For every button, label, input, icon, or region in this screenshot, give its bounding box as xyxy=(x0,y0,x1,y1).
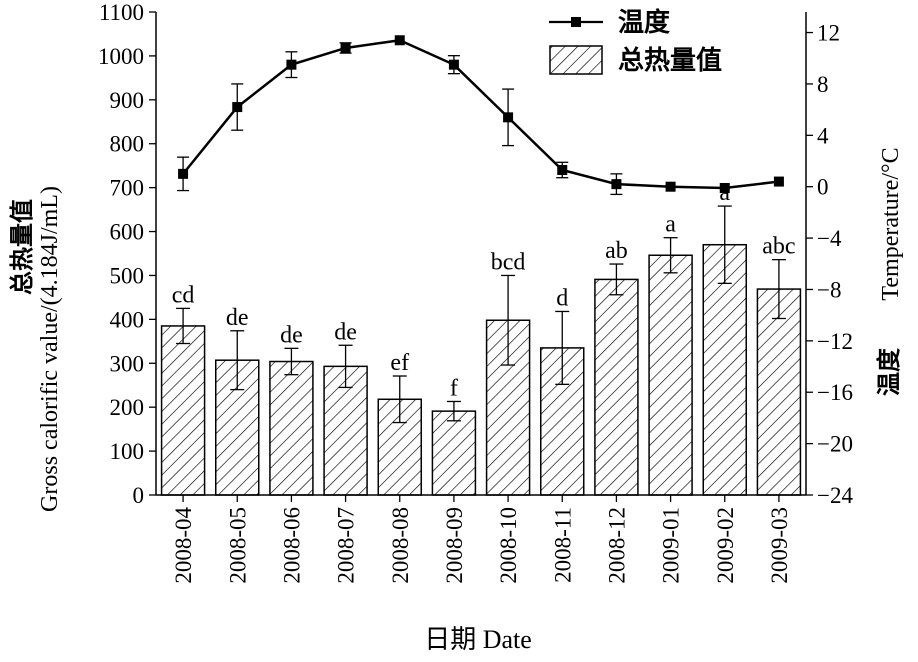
temperature-point xyxy=(232,102,243,113)
significance-label: cd xyxy=(172,282,195,308)
temperature-point xyxy=(611,179,622,190)
x-tick-label: 2009-01 xyxy=(659,507,684,584)
x-tick-label: 2008-09 xyxy=(442,507,467,584)
bar xyxy=(269,360,314,496)
temperature-point xyxy=(340,42,351,53)
y-right-tick-label: −4 xyxy=(817,226,842,251)
line-layer xyxy=(177,35,784,196)
y-left-tick-label: 700 xyxy=(110,176,145,201)
x-axis-title: 日期 Date xyxy=(424,625,532,654)
bar xyxy=(756,288,802,496)
y-left-tick-label: 500 xyxy=(110,263,145,288)
x-tick-label: 2008-04 xyxy=(171,507,196,584)
temperature-point xyxy=(719,182,730,193)
temperature-point xyxy=(394,35,405,46)
temperature-point xyxy=(286,59,297,70)
significance-label: ef xyxy=(390,350,409,376)
significance-label: de xyxy=(280,322,303,348)
y-right-tick-label: 4 xyxy=(817,123,829,148)
bar xyxy=(648,254,693,496)
x-tick-label: 2008-06 xyxy=(279,507,304,584)
y-right-tick-label: 12 xyxy=(817,21,840,46)
significance-label: a xyxy=(665,212,676,238)
significance-label: de xyxy=(334,319,357,345)
legend-temperature-label: 温度 xyxy=(618,7,670,37)
legend: 温度 总热量值 xyxy=(549,7,722,75)
y-right-axis-title-cn: 温度 xyxy=(875,347,903,396)
significance-label: ab xyxy=(605,238,628,264)
y-right-tick-label: −16 xyxy=(817,380,853,405)
temperature-line xyxy=(182,38,780,190)
legend-calorific-label: 总热量值 xyxy=(618,46,722,75)
y-left-axis-title-cn: 总热量值 xyxy=(8,199,36,295)
bar xyxy=(160,325,206,496)
y-right-tick-label: −20 xyxy=(817,432,853,457)
y-left-tick-label: 200 xyxy=(110,395,145,420)
bar xyxy=(431,410,477,496)
y-right-tick-label: 8 xyxy=(817,72,829,97)
y-left-tick-label: 1100 xyxy=(99,0,144,25)
legend-bar-swatch xyxy=(549,45,603,75)
y-right-axis-title-en: Temperature/°C xyxy=(878,147,904,300)
x-tick-label: 2009-03 xyxy=(767,507,792,584)
x-tick-label: 2008-08 xyxy=(388,507,413,584)
y-left-tick-label: 1000 xyxy=(98,44,144,69)
axes-layer: 0 100 200 300 400 500 600 700 800 900 1000 1100 −24 −… xyxy=(98,0,853,584)
bars-layer: cd de de de ef f bcd d ab a a abc xyxy=(160,180,802,496)
y-left-tick-label: 100 xyxy=(110,439,145,464)
temperature-point xyxy=(503,112,514,123)
x-tick-label: 2009-02 xyxy=(713,507,738,584)
x-tick-label: 2008-07 xyxy=(334,507,359,584)
significance-label: a xyxy=(719,180,730,206)
y-right-tick-label: −12 xyxy=(817,329,853,354)
y-left-tick-label: 300 xyxy=(110,351,145,376)
y-right-tick-label: −24 xyxy=(817,483,853,508)
temperature-point xyxy=(665,181,676,192)
y-left-tick-label: 800 xyxy=(110,132,145,157)
x-tick-label: 2008-05 xyxy=(225,507,250,584)
y-left-tick-label: 600 xyxy=(110,220,145,245)
temperature-point xyxy=(178,168,189,179)
x-tick-label: 2008-12 xyxy=(604,507,629,584)
significance-label: de xyxy=(226,305,249,331)
y-left-axis-title-en: Gross calorific value/(4.184J/mL) xyxy=(37,186,63,512)
y-right-tick-label: −8 xyxy=(817,277,841,302)
legend-line-marker xyxy=(571,17,581,27)
x-tick-label: 2008-11 xyxy=(550,507,575,583)
significance-label: d xyxy=(556,285,568,311)
significance-label: f xyxy=(450,375,458,401)
temperature-point xyxy=(448,59,459,70)
bar xyxy=(594,278,639,496)
y-left-tick-label: 900 xyxy=(110,88,145,113)
significance-label: abc xyxy=(762,234,795,260)
significance-label: bcd xyxy=(491,249,526,275)
bar xyxy=(702,243,747,496)
temperature-point xyxy=(557,165,568,176)
temperature-point xyxy=(773,176,784,187)
y-left-tick-label: 0 xyxy=(133,483,145,508)
y-right-tick-label: 0 xyxy=(817,175,829,200)
y-left-tick-label: 400 xyxy=(110,307,145,332)
x-tick-label: 2008-10 xyxy=(496,507,521,584)
